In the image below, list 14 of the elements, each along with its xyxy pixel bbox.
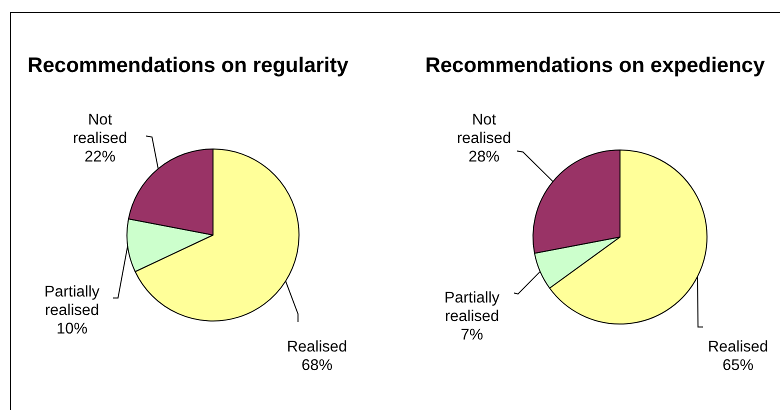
slice-label: Not realised xyxy=(72,112,128,147)
data-label: 28% xyxy=(468,148,500,166)
data-label: 10% xyxy=(56,320,88,338)
data-label: 7% xyxy=(460,326,484,344)
slice-label: Realised xyxy=(286,338,348,356)
chart-title: Recommendations on regularity xyxy=(28,54,349,77)
slice-label: Partially realised xyxy=(444,290,500,325)
data-label: 22% xyxy=(84,148,116,166)
data-label: 68% xyxy=(301,357,333,374)
slice-label: Partially realised xyxy=(44,284,100,319)
slice-label: Not realised xyxy=(456,112,512,147)
slice-label: Realised xyxy=(708,338,768,356)
data-label: 65% xyxy=(722,357,754,374)
chart-title: Recommendations on expediency xyxy=(425,54,766,77)
